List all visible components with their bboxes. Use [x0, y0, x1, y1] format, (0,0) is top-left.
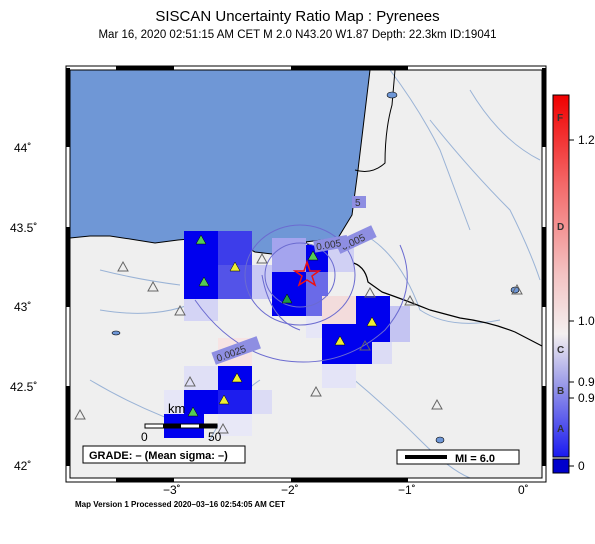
grade-letter-d: D: [557, 222, 564, 233]
grade-letter-f: F: [557, 113, 563, 124]
lat-tick-43-5: 43.5˚: [10, 221, 37, 235]
colorbar-value-1-0: 1.0: [578, 314, 595, 328]
grade-letter-b: B: [557, 386, 564, 397]
mi-text: MI = 6.0: [455, 453, 495, 465]
map-area: 0.005 0.0025 0.005 5: [70, 70, 542, 478]
lon-tick-2: −2˚: [281, 483, 299, 497]
lon-tick-1: −1˚: [398, 483, 416, 497]
contour-lines: [194, 224, 408, 363]
mi-legend: MI = 6.0: [396, 449, 520, 465]
colorbar-value-0-9a: 0.9: [578, 375, 595, 389]
scale-start: 0: [141, 430, 148, 444]
lat-tick-44: 44˚: [14, 141, 31, 155]
lon-tick-3: −3˚: [163, 483, 181, 497]
colorbar-value-1-2: 1.2: [578, 133, 595, 147]
lat-tick-43: 43˚: [14, 300, 31, 314]
colorbar: F D C B A 1.2 1.0 0.9 0.9 0: [552, 94, 595, 474]
scale-unit: km: [168, 401, 185, 416]
contour-label-3: 0.005: [316, 238, 343, 253]
stations-used: [187, 234, 378, 417]
colorbar-value-0-9b: 0.9: [578, 391, 595, 405]
epicenter-star: [292, 259, 322, 287]
colorbar-value-0: 0: [578, 459, 585, 473]
scale-end: 50: [208, 430, 222, 444]
grade-text: GRADE: – (Mean sigma: –): [89, 450, 228, 462]
stations-unused: [74, 252, 523, 434]
axis-labels: 44˚ 43.5˚ 43˚ 42.5˚ 42˚ −3˚ −2˚ −1˚ 0˚: [10, 141, 529, 497]
grade-box: GRADE: – (Mean sigma: –): [82, 445, 246, 464]
grade-letter-c: C: [557, 345, 564, 356]
scale-bar: km 0 50: [141, 401, 222, 444]
event-info: Mar 16, 2020 02:51:15 AM CET M 2.0 N43.2…: [98, 29, 497, 41]
sea: [70, 70, 371, 255]
processing-footer: Map Version 1 Processed 2020–03–16 02:54…: [75, 500, 286, 509]
coastline: [354, 70, 396, 172]
lat-tick-42-5: 42.5˚: [10, 380, 37, 394]
map-frame: [65, 65, 547, 483]
lat-tick-42: 42˚: [14, 459, 31, 473]
contour-label-4: 5: [355, 198, 361, 209]
map-title: SISCAN Uncertainty Ratio Map : Pyrenees: [155, 8, 440, 25]
grade-letter-a: A: [557, 424, 564, 435]
lon-tick-0: 0˚: [518, 483, 529, 497]
